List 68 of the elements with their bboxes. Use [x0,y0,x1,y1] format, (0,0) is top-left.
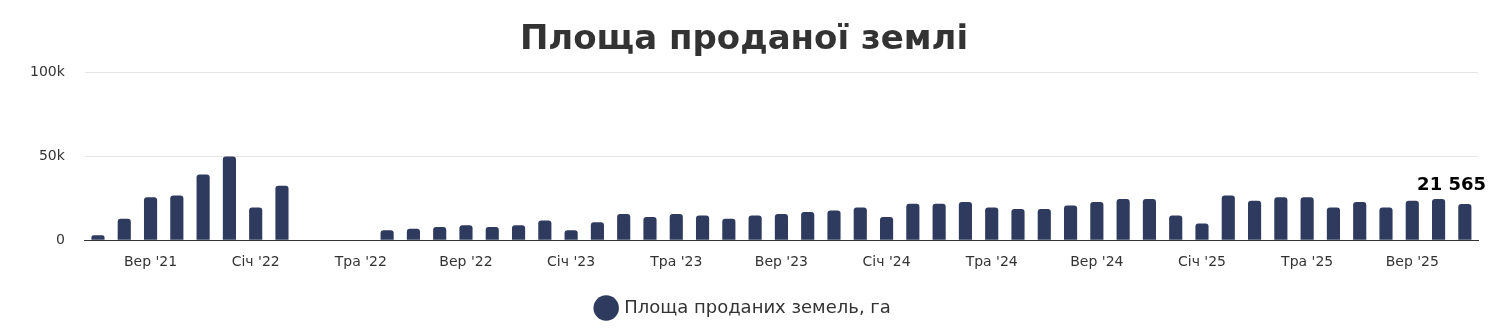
bar [1326,207,1340,240]
bar [1037,209,1051,240]
bar [774,213,788,240]
x-tick-label: Січ '24 [862,253,911,270]
y-tick-label: 100k [29,63,66,80]
bar [879,216,894,240]
x-tick-label: Тра '22 [333,253,387,270]
bar [511,225,526,240]
x-tick-label: Вер '23 [754,253,809,270]
bar [1011,209,1025,240]
x-tick-label: Січ '22 [231,253,280,270]
x-tick-label: Січ '23 [547,253,596,270]
x-tick-label: Тра '25 [1280,253,1334,270]
bar [1379,207,1393,240]
bar [590,222,604,240]
bar [617,213,631,240]
bar [1432,199,1446,240]
bar [827,210,841,240]
bar [538,220,552,240]
x-tick-label: Вер '21 [123,253,178,270]
bar [1221,195,1235,240]
bar [853,207,867,240]
bar [801,212,815,240]
bar [275,185,289,240]
x-tick-label: Вер '25 [1385,253,1439,270]
chart-title: Площа проданої землі [519,17,969,58]
bar [1090,202,1104,240]
bar [1274,197,1288,240]
bar [906,203,920,240]
x-tick-label: Вер '22 [439,253,493,270]
bar [222,156,236,240]
bar [1353,202,1367,240]
bar [1063,205,1078,240]
x-tick-label: Тра '24 [964,253,1018,270]
legend-label: Площа проданих земель, га [624,295,891,317]
y-tick-label: 50k [38,147,66,164]
bar [564,230,578,240]
bar [249,207,263,240]
bar [1142,199,1156,240]
x-tick-label: Січ '25 [1177,253,1227,270]
x-tick-label: Вер '24 [1070,253,1124,270]
bar [1247,200,1262,240]
bar [1300,197,1314,240]
bar [433,226,447,240]
bar [985,207,999,240]
bar [406,228,420,240]
x-tick-label: Тра '23 [649,253,703,270]
bar [459,225,473,240]
bar [1405,200,1419,240]
bar [170,195,184,240]
bar [1169,215,1183,240]
bar [1116,199,1130,240]
bar [1195,223,1209,240]
bar [643,216,657,240]
bar [117,218,131,240]
bar [380,230,394,240]
bar [748,215,762,240]
bar [143,197,158,240]
data-label: 21 565 [1417,172,1486,194]
bar [958,202,972,240]
bar [722,218,736,240]
bar [1458,204,1472,240]
bar [485,226,499,240]
bar [196,174,210,240]
bar [932,203,946,240]
bar [695,215,710,240]
bar [669,213,683,240]
y-tick-label: 0 [55,230,65,247]
